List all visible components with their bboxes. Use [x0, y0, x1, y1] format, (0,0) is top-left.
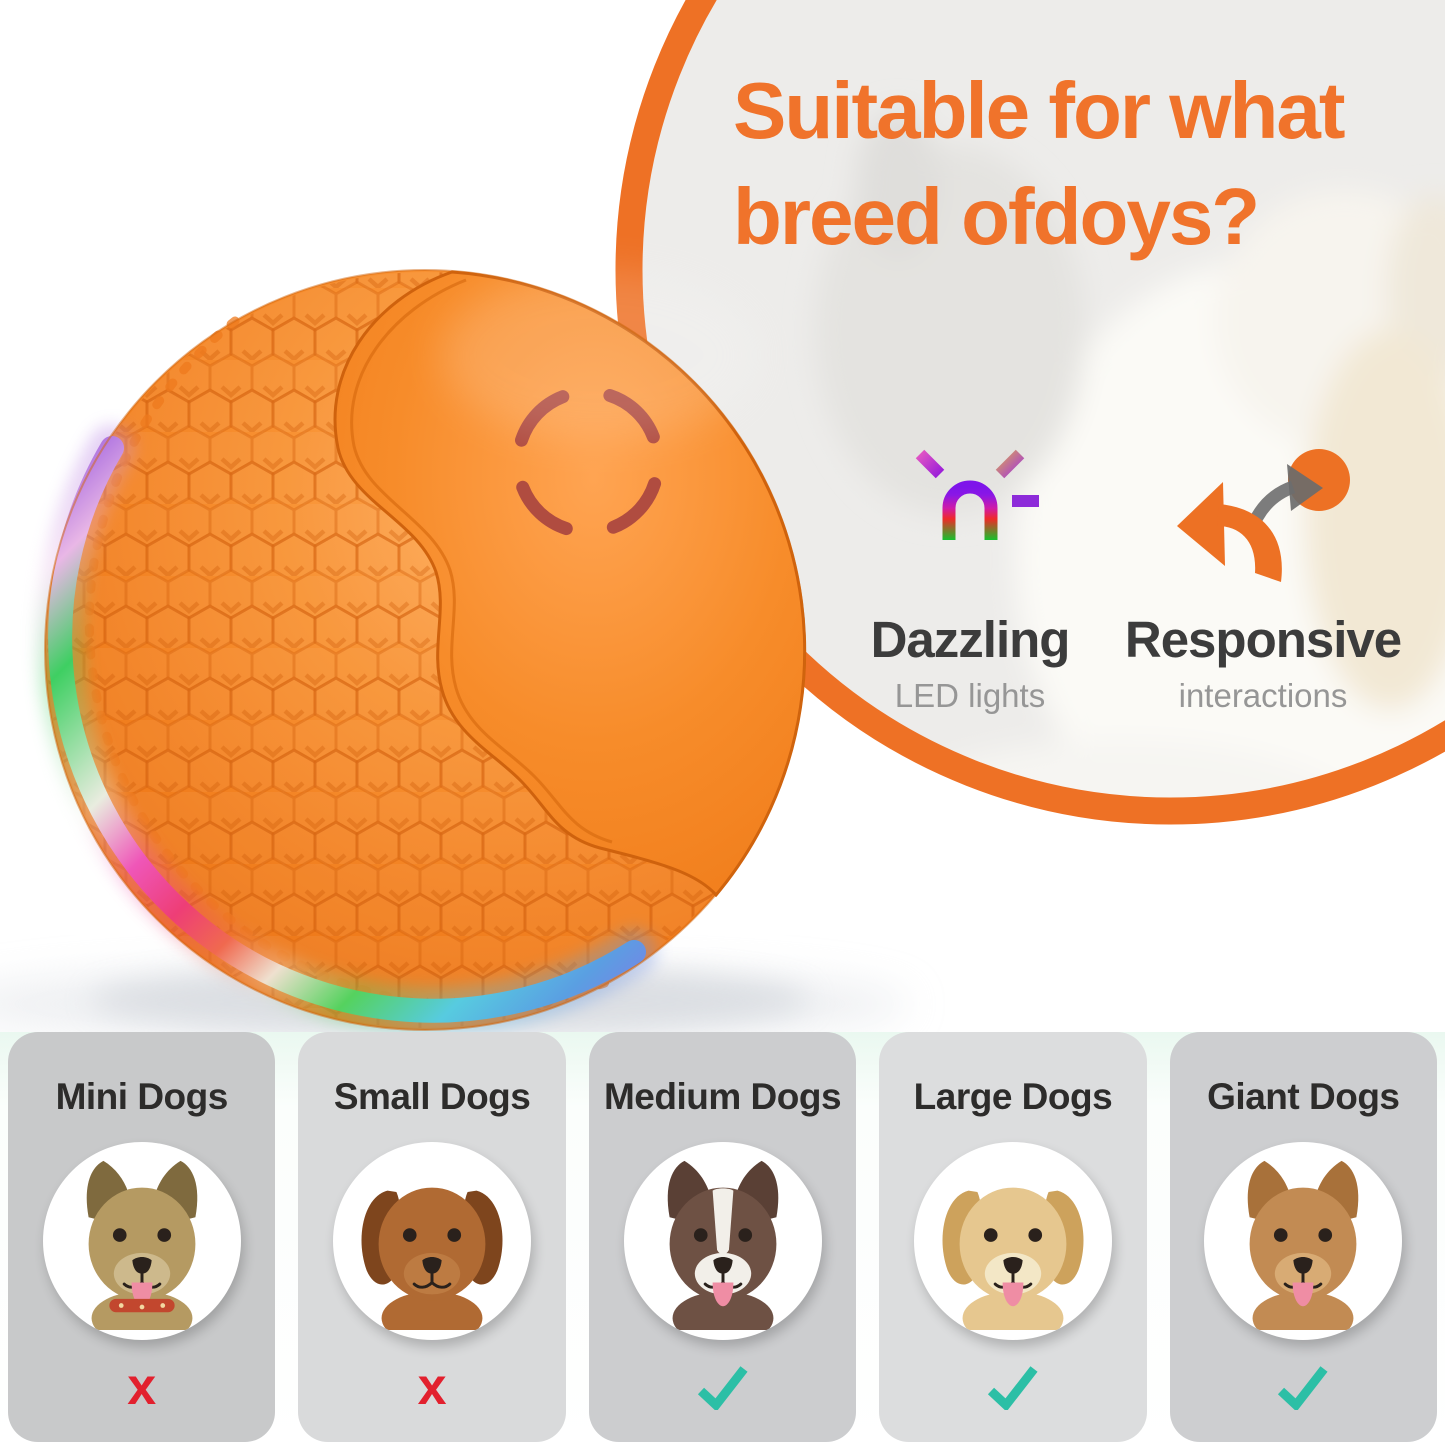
card-title: Giant Dogs: [1207, 1076, 1400, 1117]
dog-photo-circle: [42, 1142, 241, 1340]
card-title: Large Dogs: [913, 1076, 1113, 1117]
led-rainbow-icon: [901, 440, 1039, 585]
hero-illustration: [0, 0, 1445, 1035]
card-title: Mini Dogs: [55, 1076, 229, 1117]
breed-card-large-dogs: Large Dogs x: [879, 1032, 1147, 1442]
x-mark-icon: x: [127, 1358, 157, 1416]
check-icon: [987, 1366, 1038, 1410]
dog-photo-circle: [623, 1142, 822, 1340]
check-icon: [1278, 1366, 1328, 1410]
suitability-mark: x: [418, 1360, 447, 1414]
breed-card-medium-dogs: Medium Dogs x: [588, 1032, 857, 1442]
hero-section: Suitable for what breed ofdoys?: [0, 0, 1445, 1035]
feature-title: Dazzling: [870, 611, 1071, 668]
gray-arrowhead: [1286, 464, 1323, 511]
orange-arrowhead: [1176, 482, 1225, 566]
breed-card-mini-dogs: Mini Dogs: [8, 1032, 276, 1442]
panel-seam: [350, 278, 613, 844]
dog-face-illustration: [1248, 1160, 1359, 1330]
dog-photo-circle: [333, 1142, 532, 1340]
feature-subtitle: LED lights: [894, 677, 1046, 714]
breed-card-giant-dogs: Giant Dogs x: [1169, 1032, 1438, 1442]
heading-line-2: breed ofdoys?: [733, 172, 1260, 262]
feature-responsive: Responsive interactions: [1118, 420, 1408, 715]
suitability-mark: x: [986, 1360, 1040, 1414]
feature-subtitle: interactions: [1178, 677, 1348, 714]
dog-face-illustration: [667, 1160, 778, 1330]
check-icon: [697, 1366, 748, 1410]
breed-suitability-row: Mini Dogs: [0, 1032, 1445, 1449]
suitability-mark: x: [696, 1360, 750, 1414]
card-title: Medium Dogs: [603, 1076, 842, 1117]
led-ball: [0, 269, 910, 1035]
photo-circle: [615, 0, 1445, 825]
orange-ring: [615, 0, 1445, 825]
feature-dazzling: Dazzling LED lights: [850, 420, 1090, 715]
led-strip: [48, 436, 646, 1023]
x-mark-icon: x: [417, 1358, 447, 1416]
suitability-mark: x: [1276, 1360, 1330, 1414]
dog-photo-circle: [1204, 1142, 1403, 1340]
page-title: Suitable for what breed ofdoys?: [733, 58, 1445, 271]
heading-line-1: Suitable for what: [733, 66, 1346, 155]
bounce-arrows-icon: [1176, 449, 1350, 582]
breed-card-small-dogs: Small Dogs x: [298, 1032, 566, 1442]
suitability-mark: x: [127, 1360, 156, 1414]
dog-face-illustration: [86, 1160, 197, 1330]
dog-collar: [109, 1298, 175, 1313]
card-title: Small Dogs: [333, 1076, 531, 1117]
dog-photo-circle: [913, 1142, 1112, 1340]
feature-title: Responsive: [1124, 611, 1402, 668]
dog-face-illustration: [942, 1187, 1084, 1330]
dog-face-illustration: [361, 1187, 503, 1330]
